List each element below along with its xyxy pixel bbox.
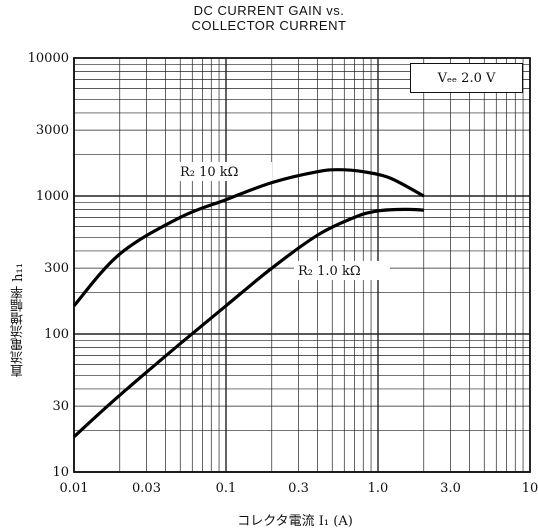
x-tick-label: 0.1 — [216, 481, 237, 496]
x-tick-label: 0.3 — [288, 481, 309, 496]
series-label-r2-1k: R₂ 1.0 kΩ — [298, 264, 361, 279]
x-tick-label: 0.01 — [60, 481, 89, 496]
y-axis-label: 直流電流増幅率 h₁₁ — [11, 263, 26, 377]
series-label-r2-10k: R₂ 10 kΩ — [180, 165, 238, 180]
y-tick-label: 300 — [44, 261, 69, 276]
y-tick-label: 1000 — [36, 189, 69, 204]
tick-labels: 0.01 0.03 0.1 0.3 1.0 3.0 10 10 30 100 300 1000 3000… — [28, 51, 538, 496]
x-tick-label: 10 — [522, 481, 538, 496]
y-tick-label: 10 — [52, 465, 69, 480]
grid-lines — [73, 57, 531, 473]
y-tick-label: 100 — [44, 327, 69, 342]
condition-label: Vₑₑ 2.0 V — [410, 63, 523, 93]
chart-title-line-2: COLLECTOR CURRENT — [191, 18, 347, 33]
plot-frame — [73, 57, 531, 473]
series-label-bg — [176, 162, 272, 181]
x-tick-label: 1.0 — [368, 481, 389, 496]
x-tick-label: 0.03 — [132, 481, 161, 496]
series-label-bg — [294, 261, 390, 280]
series-labels: R₂ 10 kΩ R₂ 1.0 kΩ — [176, 162, 390, 280]
series-curve-r2-1k — [72, 207, 424, 438]
chart-title-line-1: DC CURRENT GAIN vs. — [193, 3, 345, 18]
y-tick-label: 10000 — [28, 51, 69, 66]
x-axis-label: コレクタ電流 I₁ (A) — [237, 514, 353, 529]
x-tick-label: 3.0 — [440, 481, 461, 496]
curves — [72, 168, 425, 438]
y-tick-label: 3000 — [36, 123, 69, 138]
series-curve-r2-10k — [72, 168, 425, 307]
y-tick-label: 30 — [52, 399, 69, 414]
